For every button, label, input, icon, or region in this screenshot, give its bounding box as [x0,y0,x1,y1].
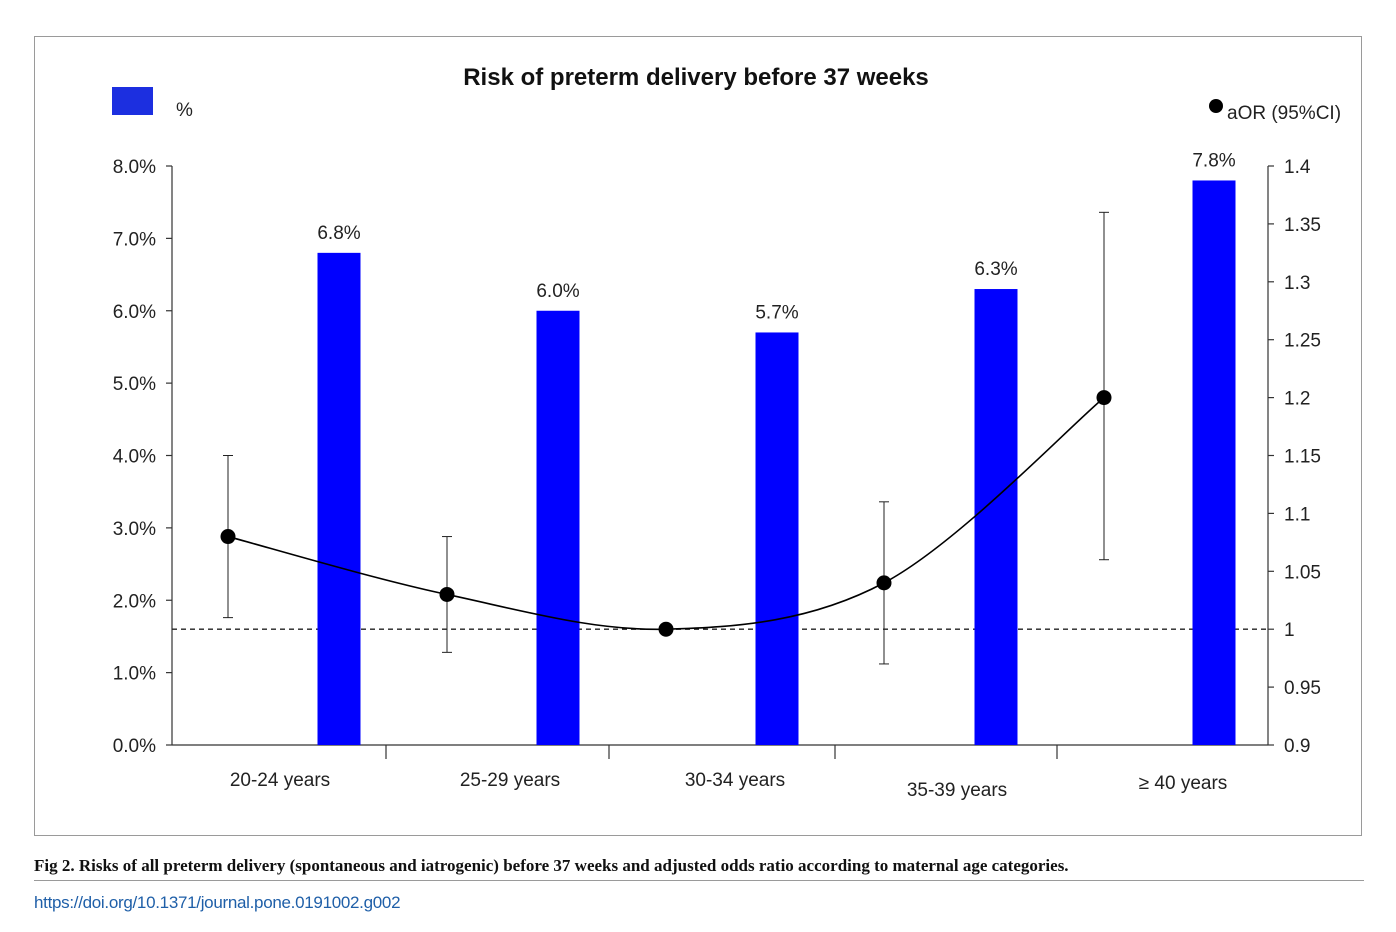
aor-series [220,211,1112,665]
legend-bar-label: % [176,100,193,121]
legend-line-label: aOR (95%CI) [1227,103,1341,124]
bar-value-label: 6.3% [974,259,1017,280]
bar [974,289,1018,745]
bar [536,310,580,745]
bars: 6.8% 6.0% 5.7% 6.3% 7.8% [317,150,1236,746]
y-left-tick-label: 0.0% [113,736,156,757]
figure-frame [34,36,1362,836]
chart: Risk of preterm delivery before 37 weeks… [112,64,1341,801]
doi-link[interactable]: https://doi.org/10.1371/journal.pone.019… [34,893,401,912]
aor-point [1096,390,1112,406]
aor-point [439,586,455,602]
x-tick-label: 35-39 years [907,780,1007,801]
axes: 0.0% 1.0% 2.0% 3.0% 4.0% 5.0% 6.0% 7.0% 8.0% 0.9 0… [113,157,1321,801]
y-right-tick-label: 1.25 [1284,331,1321,352]
aor-point [658,621,674,637]
y-left-tick-label: 1.0% [113,664,156,685]
bar-value-label: 5.7% [755,302,798,323]
bar [1192,180,1236,746]
x-tick-label: 30-34 years [685,770,785,791]
y-left-tick-label: 7.0% [113,229,156,250]
aor-point [220,529,236,545]
bar [755,332,799,745]
y-left-tick-label: 4.0% [113,447,156,468]
y-left-tick-label: 3.0% [113,519,156,540]
y-right-tick-label: 1.4 [1284,157,1311,178]
bar-value-label: 6.8% [317,223,360,244]
bar-value-label: 7.8% [1192,150,1235,171]
y-right-tick-label: 1.35 [1284,215,1321,236]
y-right-tick-label: 1.05 [1284,562,1321,583]
x-tick-label: ≥ 40 years [1139,773,1228,794]
caption-divider [34,880,1364,881]
y-right-tick-label: 1.3 [1284,273,1310,294]
y-left-tick-label: 5.0% [113,374,156,395]
y-right-tick-label: 0.95 [1284,678,1321,699]
x-tick-label: 20-24 years [230,770,330,791]
y-right-tick-label: 1 [1284,620,1295,641]
x-tick-label: 25-29 years [460,770,560,791]
bar-value-label: 6.0% [536,281,579,302]
y-left-tick-label: 8.0% [113,157,156,178]
y-left-tick-label: 6.0% [113,302,156,323]
legend-bar-swatch [112,87,153,115]
y-right-tick-label: 1.2 [1284,389,1310,410]
figure-caption: Fig 2. Risks of all preterm delivery (sp… [34,856,1069,875]
y-right-tick-label: 1.15 [1284,447,1321,468]
y-right-tick-label: 1.1 [1284,504,1310,525]
chart-title: Risk of preterm delivery before 37 weeks [463,64,929,91]
legend-line-marker [1209,99,1223,113]
y-right-tick-label: 0.9 [1284,736,1310,757]
y-left-tick-label: 2.0% [113,591,156,612]
aor-point [876,575,892,591]
bar [317,252,361,745]
